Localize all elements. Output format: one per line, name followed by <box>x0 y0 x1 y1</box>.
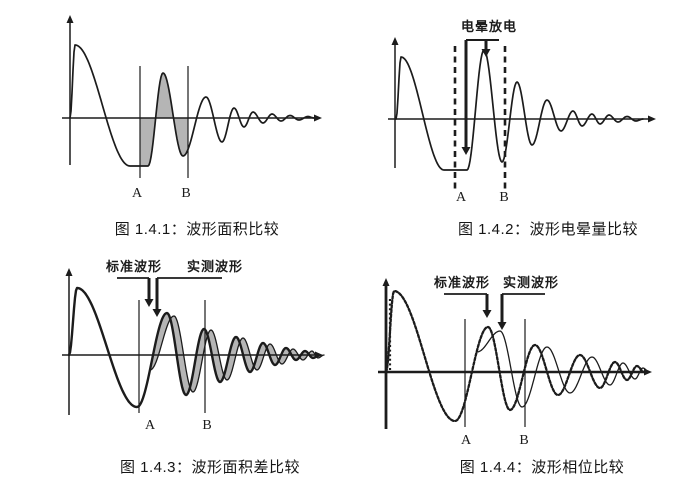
figure-1-4-4-caption: 图 1.4.4：波形相位比较 <box>459 459 625 476</box>
waveform-standard <box>384 289 646 423</box>
marker-label-b: B <box>499 190 508 205</box>
measured-waveform-label: 实测波形 <box>503 275 559 290</box>
down-arrowhead-icon <box>481 49 491 57</box>
figure-1-4-2-caption: 图 1.4.2：波形电晕量比较 <box>457 221 639 238</box>
waveform-area-difference-diagram: A B 标准波形 实测波形 <box>62 259 325 433</box>
waveform-corona-comparison-diagram: A B 电晕放电 <box>388 19 656 205</box>
x-axis-arrowhead-icon <box>314 114 322 122</box>
measured-waveform-label: 实测波形 <box>187 259 243 274</box>
down-arrowhead-icon <box>497 322 507 330</box>
down-arrowhead-icon <box>461 147 471 155</box>
y-axis-arrowhead-icon <box>382 278 390 286</box>
down-arrowhead-icon <box>482 310 492 318</box>
marker-label-a: A <box>461 433 472 448</box>
y-axis-arrowhead-icon <box>391 37 399 45</box>
waveform-standard <box>67 286 321 409</box>
marker-label-a: A <box>132 186 143 201</box>
corona-discharge-label: 电晕放电 <box>461 19 517 34</box>
marker-label-a: A <box>145 418 156 433</box>
waveform-measured <box>149 315 325 393</box>
waveform-waveform <box>69 44 315 167</box>
waveform-waveform <box>395 49 644 171</box>
shaded-area <box>140 73 188 166</box>
marker-label-b: B <box>519 433 528 448</box>
down-arrowhead-icon <box>152 309 162 317</box>
y-axis-arrowhead-icon <box>66 15 74 23</box>
marker-label-a: A <box>456 190 467 205</box>
y-axis-arrowhead-icon <box>65 268 73 276</box>
x-axis-arrowhead-icon <box>648 115 656 123</box>
waveform-measured <box>476 330 650 408</box>
marker-label-b: B <box>202 418 211 433</box>
standard-waveform-label: 标准波形 <box>433 275 490 290</box>
marker-label-b: B <box>181 186 190 201</box>
down-arrowhead-icon <box>144 299 154 307</box>
figure-1-4-1-caption: 图 1.4.1：波形面积比较 <box>114 221 280 238</box>
standard-waveform-label: 标准波形 <box>105 259 162 274</box>
figure-1-4-3-caption: 图 1.4.3：波形面积差比较 <box>119 459 301 476</box>
waveform-phase-comparison-diagram: A B 标准波形 实测波形 <box>378 275 652 448</box>
